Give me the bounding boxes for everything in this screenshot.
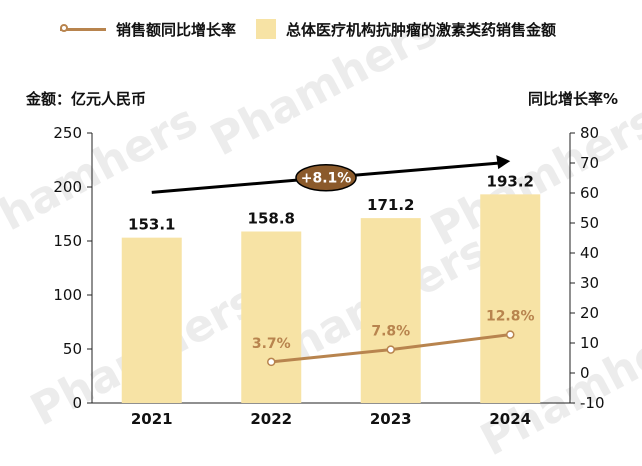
line-marker-icon [60,23,106,32]
growth-rate-data-label: 3.7% [252,336,291,352]
legend-label-sales-amount: 总体医疗机构抗肿瘤的激素类药销售金额 [286,20,557,39]
growth-rate-data-label: 7.8% [371,324,410,340]
chart-legend: 销售额同比增长率 总体医疗机构抗肿瘤的激素类药销售金额 [0,14,642,44]
x-axis-tick-label: 2024 [489,410,531,428]
right-axis-tick-label: 60 [580,184,599,202]
legend-label-growth-rate: 销售额同比增长率 [116,20,237,39]
legend-item-sales-amount: 总体医疗机构抗肿瘤的激素类药销售金额 [256,14,556,44]
trend-arrow-head-icon [496,155,511,170]
bar [480,194,541,403]
right-axis-tick-label: 10 [580,334,599,352]
right-axis-title: 同比增长率% [528,90,619,108]
right-axis-tick-label: 30 [580,274,599,292]
bar [241,231,302,403]
right-axis-tick-label: 70 [580,154,599,172]
left-axis-tick-label: 150 [53,232,82,250]
growth-rate-point [506,330,515,339]
right-axis-tick-label: 50 [580,214,599,232]
bar [121,237,182,403]
right-axis-tick-label: 0 [580,364,590,382]
x-axis-tick-label: 2021 [131,410,173,428]
x-axis-tick-label: 2022 [250,410,292,428]
x-axis-tick-label: 2023 [370,410,412,428]
right-axis-tick-label: 40 [580,244,599,262]
bar [360,218,421,403]
bar-data-label: 153.1 [128,216,175,234]
bar-swatch-icon [256,19,276,39]
growth-rate-point [386,345,395,354]
right-axis-tick-label: 80 [580,124,599,142]
left-axis-tick-label: 0 [72,394,82,412]
growth-rate-point [267,357,276,367]
bar-data-label: 193.2 [487,172,534,190]
cagr-badge [295,163,357,192]
right-axis-tick-label: 20 [580,304,599,322]
legend-item-growth-rate: 销售额同比增长率 [60,14,236,44]
right-axis-tick-label: -10 [580,394,605,412]
bar-data-label: 158.8 [248,209,295,227]
left-axis-tick-label: 100 [53,286,82,304]
left-axis-title: 金额：亿元人民币 [26,90,147,108]
bar-data-label: 171.2 [367,196,414,214]
growth-rate-data-label: 12.8% [486,309,535,325]
cagr-badge-label: +8.1% [301,171,352,187]
left-axis-tick-label: 250 [53,124,82,142]
left-axis-tick-label: 200 [53,178,82,196]
left-axis-tick-label: 50 [63,340,82,358]
chart-canvas: 0 50 100 150 200 250 -10 0 10 20 30 40 50 60 70 80 153.1… [53,124,605,428]
